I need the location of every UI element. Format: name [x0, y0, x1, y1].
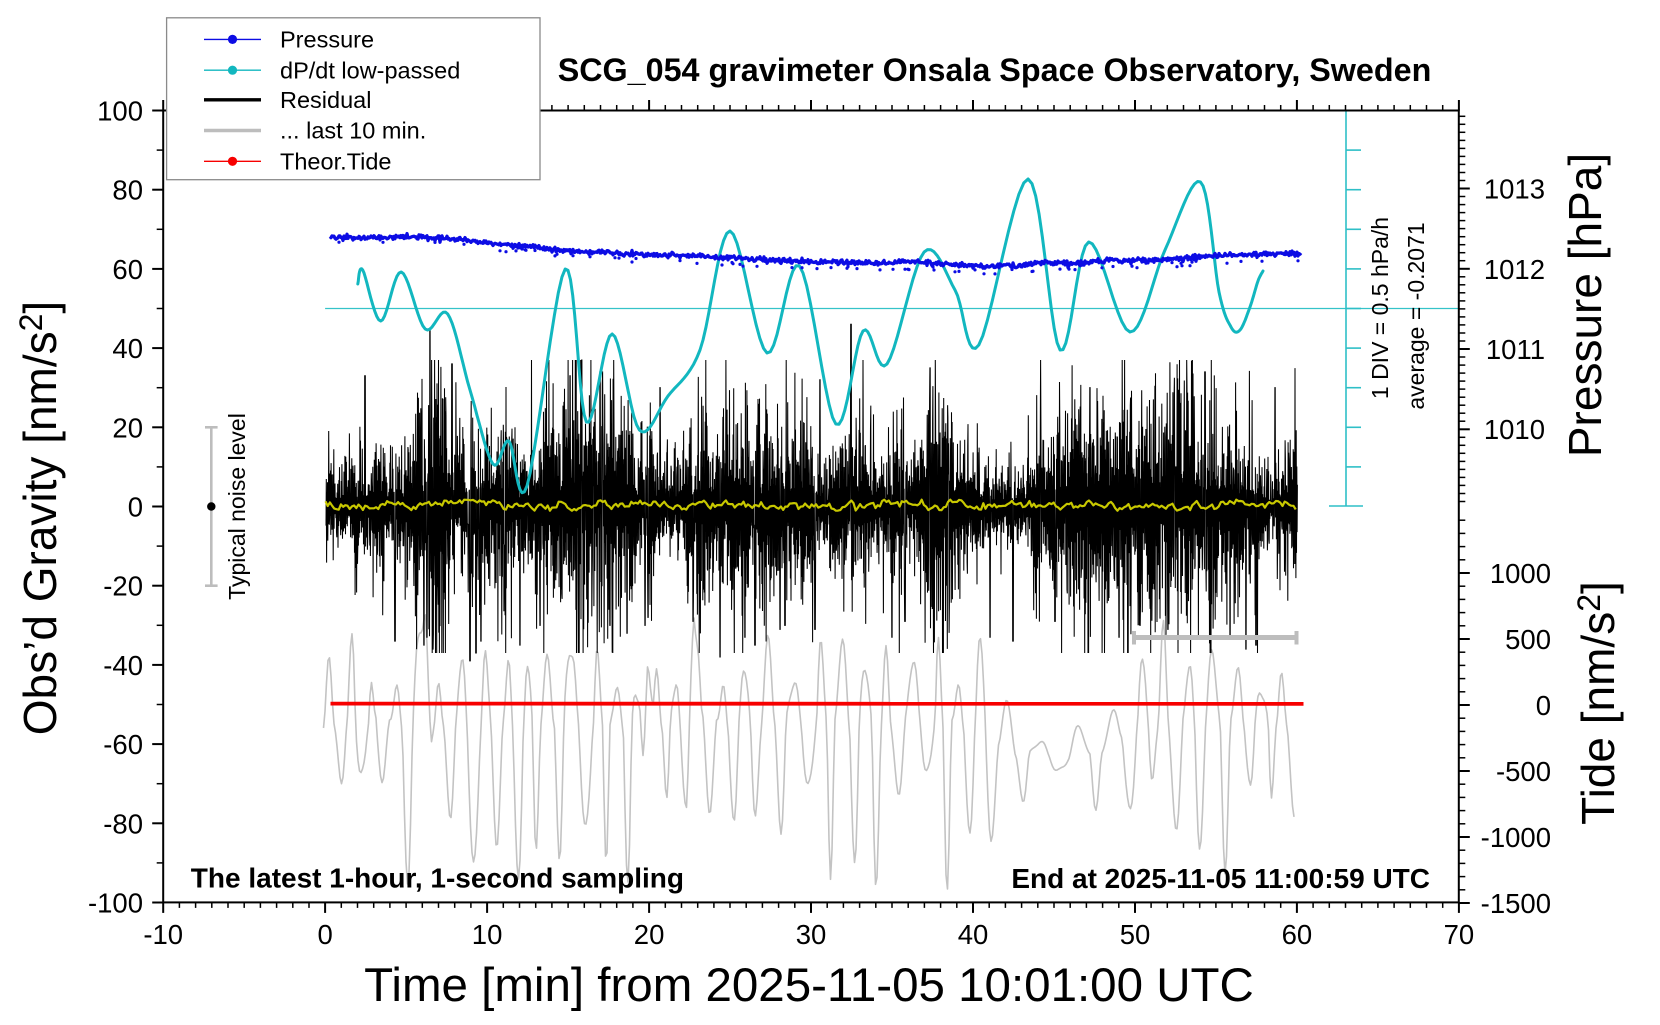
svg-text:-1000: -1000 — [1481, 822, 1551, 853]
svg-text:60: 60 — [1282, 919, 1313, 950]
svg-text:... last 10 min.: ... last 10 min. — [280, 118, 426, 144]
svg-text:1013: 1013 — [1484, 174, 1545, 205]
svg-text:10: 10 — [472, 919, 503, 950]
svg-text:20: 20 — [634, 919, 665, 950]
svg-text:Time [min] from 2025-11-05 10:: Time [min] from 2025-11-05 10:01:00 UTC — [364, 959, 1254, 1012]
svg-text:-1500: -1500 — [1481, 888, 1551, 919]
svg-text:1012: 1012 — [1484, 254, 1545, 285]
svg-text:-80: -80 — [103, 808, 143, 839]
svg-text:Obs’d Gravity [nm/s2]: Obs’d Gravity [nm/s2] — [13, 301, 66, 735]
svg-text:Pressure [hPa]: Pressure [hPa] — [1559, 153, 1611, 457]
svg-text:-60: -60 — [103, 729, 143, 760]
svg-text:Residual: Residual — [280, 87, 371, 113]
svg-text:The latest 1-hour, 1-second sa: The latest 1-hour, 1-second sampling — [191, 863, 684, 894]
svg-text:Tide [nm/s2]: Tide [nm/s2] — [1571, 581, 1624, 825]
svg-text:60: 60 — [112, 254, 143, 285]
svg-text:1011: 1011 — [1486, 334, 1545, 365]
svg-text:50: 50 — [1120, 919, 1151, 950]
svg-text:-40: -40 — [103, 650, 143, 681]
svg-text:1000: 1000 — [1490, 558, 1551, 589]
svg-text:-500: -500 — [1496, 756, 1551, 787]
svg-text:-10: -10 — [143, 919, 183, 950]
svg-text:100: 100 — [97, 96, 143, 127]
svg-text:End at 2025-11-05 11:00:59 UTC: End at 2025-11-05 11:00:59 UTC — [1011, 863, 1430, 894]
svg-text:80: 80 — [112, 175, 143, 206]
svg-text:dP/dt low-passed: dP/dt low-passed — [280, 57, 460, 83]
svg-text:70: 70 — [1444, 919, 1475, 950]
svg-text:-100: -100 — [88, 888, 143, 919]
svg-text:1010: 1010 — [1484, 414, 1545, 445]
svg-text:SCG_054 gravimeter Onsala Spac: SCG_054 gravimeter Onsala Space Observat… — [558, 52, 1432, 88]
svg-text:0: 0 — [128, 492, 143, 523]
svg-text:Typical noise level: Typical noise level — [224, 413, 250, 600]
svg-text:Pressure: Pressure — [280, 27, 374, 53]
svg-text:40: 40 — [958, 919, 989, 950]
svg-text:40: 40 — [112, 333, 143, 364]
svg-text:-20: -20 — [103, 571, 143, 602]
svg-text:20: 20 — [112, 412, 143, 443]
svg-text:0: 0 — [1536, 690, 1551, 721]
svg-text:1 DIV = 0.5 hPa/h: 1 DIV = 0.5 hPa/h — [1367, 217, 1393, 399]
svg-text:0: 0 — [317, 919, 332, 950]
svg-text:average = -0.2071: average = -0.2071 — [1403, 222, 1429, 409]
svg-text:Theor.Tide: Theor.Tide — [280, 149, 391, 175]
svg-text:500: 500 — [1505, 624, 1551, 655]
svg-text:30: 30 — [796, 919, 827, 950]
